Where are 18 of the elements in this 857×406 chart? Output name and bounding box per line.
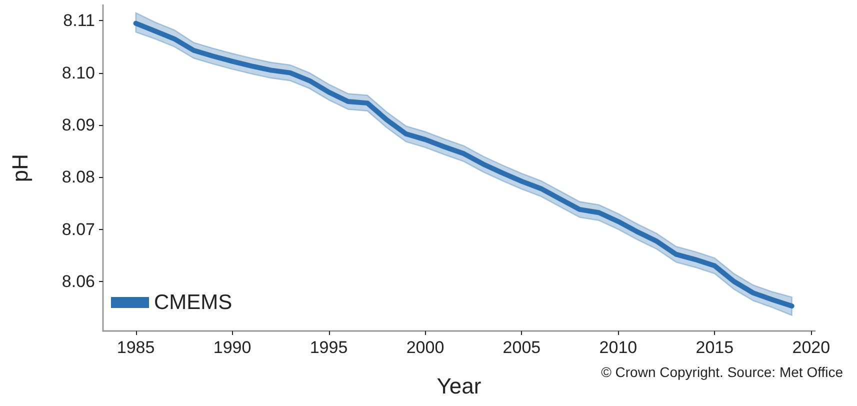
- x-tick-label: 2005: [502, 338, 541, 357]
- y-tick-label: 8.11: [63, 11, 95, 30]
- legend-label: CMEMS: [154, 291, 232, 314]
- x-tick-label: 1990: [213, 338, 252, 357]
- y-tick-label: 8.08: [62, 168, 95, 187]
- y-tick-label: 8.09: [62, 115, 95, 134]
- x-axis-title: Year: [436, 374, 482, 398]
- x-tick-label: 2000: [406, 338, 444, 357]
- y-tick-label: 8.10: [62, 63, 95, 82]
- y-axis-title: pH: [8, 154, 32, 182]
- y-tick-label: 8.07: [62, 220, 95, 239]
- x-tick-label: 2020: [792, 338, 830, 357]
- x-tick-label: 1995: [310, 338, 348, 357]
- text: © Crown Copyright. Source: Met Office: [601, 364, 844, 380]
- x-tick-label: 2010: [599, 338, 638, 357]
- x-tick-label: 1985: [116, 338, 155, 357]
- x-tick-label: 2015: [696, 338, 734, 357]
- y-tick-label: 8.06: [62, 272, 95, 291]
